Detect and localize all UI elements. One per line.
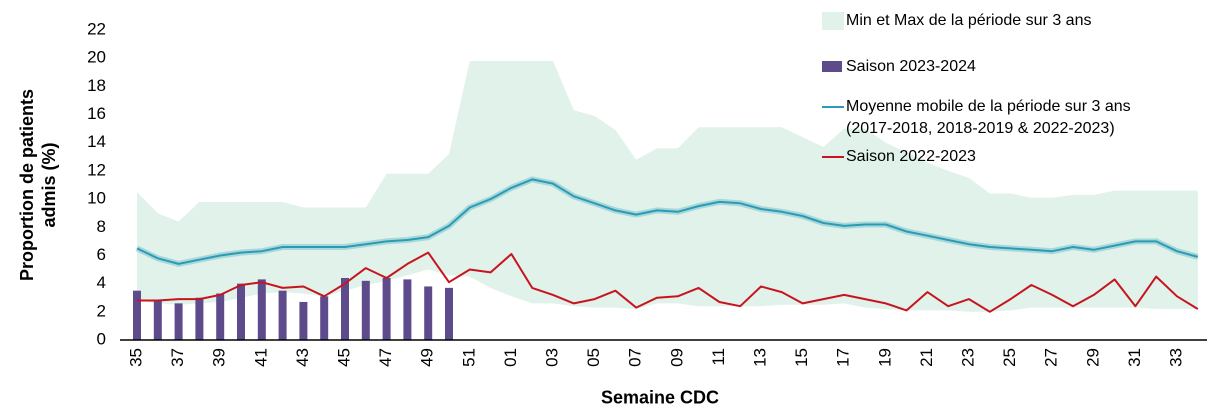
x-tick-label: 27 [1042, 348, 1061, 367]
legend-swatch [822, 12, 844, 30]
x-tick-label: 19 [875, 348, 894, 367]
band-layer [137, 61, 1198, 312]
bar [195, 297, 204, 340]
x-tick-label: 41 [251, 348, 270, 367]
x-tick-label: 29 [1083, 348, 1102, 367]
bar [237, 283, 245, 340]
x-tick-label: 07 [626, 348, 645, 367]
y-tick-label: 20 [87, 48, 106, 67]
x-tick-label: 31 [1125, 348, 1144, 367]
bar [403, 279, 412, 340]
bar [382, 278, 391, 340]
y-tick-label: 18 [87, 76, 106, 95]
y-axis-title: Proportion de patients admis (%) [17, 89, 59, 282]
x-tick-label: 13 [750, 348, 769, 367]
legend-label: Saison 2023-2024 [846, 58, 976, 75]
min-max-band [137, 61, 1198, 312]
x-tick-label: 43 [293, 348, 312, 367]
x-tick-label: 11 [709, 348, 728, 366]
bar [133, 290, 141, 340]
y-tick-label: 0 [97, 329, 106, 348]
x-tick-label: 33 [1166, 348, 1185, 367]
legend-label: Saison 2022-2023 [846, 148, 976, 165]
x-tick-label: 45 [334, 348, 353, 367]
x-tick-label: 47 [376, 348, 395, 367]
line [136, 178, 1199, 265]
legend-label: Moyenne mobile de la période sur 3 ans (… [846, 98, 1131, 137]
x-tick-label: 25 [1000, 348, 1019, 367]
x-axis-title: Semaine CDC [600, 387, 720, 408]
x-tick-label: 37 [168, 348, 187, 367]
y-tick-label: 22 [87, 19, 106, 38]
bar [445, 287, 453, 340]
bar [257, 279, 266, 340]
legend-swatch [822, 61, 842, 72]
legend-label: Min et Max de la période sur 3 ans [846, 12, 1092, 29]
bar [153, 300, 162, 340]
x-tick-label: 17 [834, 348, 853, 367]
x-tick-label: 49 [418, 348, 437, 367]
bar [299, 301, 308, 340]
bar [361, 280, 370, 340]
y-tick-label: 14 [87, 132, 106, 151]
x-tick-label: 51 [459, 348, 478, 367]
bar [278, 290, 287, 340]
y-tick-label: 6 [97, 245, 106, 264]
y-tick-label: 10 [87, 189, 106, 208]
x-tick-label: 05 [584, 348, 603, 367]
y-tick-label: 2 [97, 301, 106, 320]
y-tick-label: 12 [87, 160, 106, 179]
bar-layer [133, 278, 453, 340]
x-tick-label: 39 [210, 348, 229, 367]
x-tick-label: 15 [792, 348, 811, 367]
y-tick-label: 8 [97, 217, 106, 236]
line [137, 251, 1199, 313]
x-tick-label: 23 [958, 348, 977, 367]
x-tick-label: 21 [917, 348, 936, 367]
bar [424, 286, 433, 340]
y-tick-label: 4 [97, 273, 106, 292]
bar [174, 303, 183, 340]
bar [320, 296, 329, 340]
x-tick-label: 09 [667, 348, 686, 367]
x-tick-label: 01 [501, 348, 520, 367]
x-tick-label: 35 [126, 348, 145, 367]
line-layer [135, 176, 1199, 313]
x-tick-label: 03 [542, 348, 561, 367]
bar [341, 278, 349, 340]
bar [216, 293, 225, 340]
y-tick-label: 16 [87, 104, 106, 123]
